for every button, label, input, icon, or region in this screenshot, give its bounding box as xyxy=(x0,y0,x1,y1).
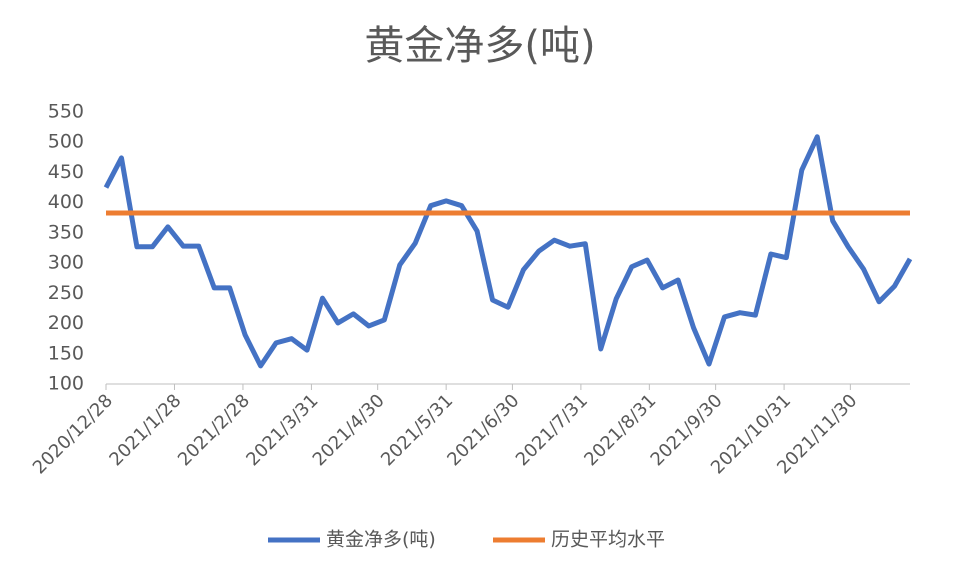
x-tick-label: 2021/1/28 xyxy=(105,390,185,470)
x-tick-label: 2021/7/31 xyxy=(512,390,592,470)
x-tick-label: 2021/2/28 xyxy=(174,390,254,470)
x-tick-label: 2021/4/30 xyxy=(309,390,389,470)
y-tick-label: 200 xyxy=(48,312,84,334)
series-line xyxy=(103,134,913,369)
x-tick-label: 2021/6/30 xyxy=(443,390,523,470)
y-tick-label: 400 xyxy=(48,191,84,213)
y-tick-label: 100 xyxy=(48,373,84,395)
chart-title: 黄金净多(吨) xyxy=(364,23,595,69)
legend-label: 历史平均水平 xyxy=(551,529,665,551)
x-tick-label: 2020/12/28 xyxy=(29,390,117,478)
y-tick-label: 150 xyxy=(48,342,84,364)
y-tick-label: 250 xyxy=(48,282,84,304)
y-tick-label: 500 xyxy=(48,131,84,153)
y-tick-label: 300 xyxy=(48,252,84,274)
y-tick-label: 350 xyxy=(48,221,84,243)
y-tick-label: 450 xyxy=(48,161,84,183)
legend-label: 黄金净多(吨) xyxy=(326,529,436,551)
y-tick-label: 550 xyxy=(48,101,84,123)
